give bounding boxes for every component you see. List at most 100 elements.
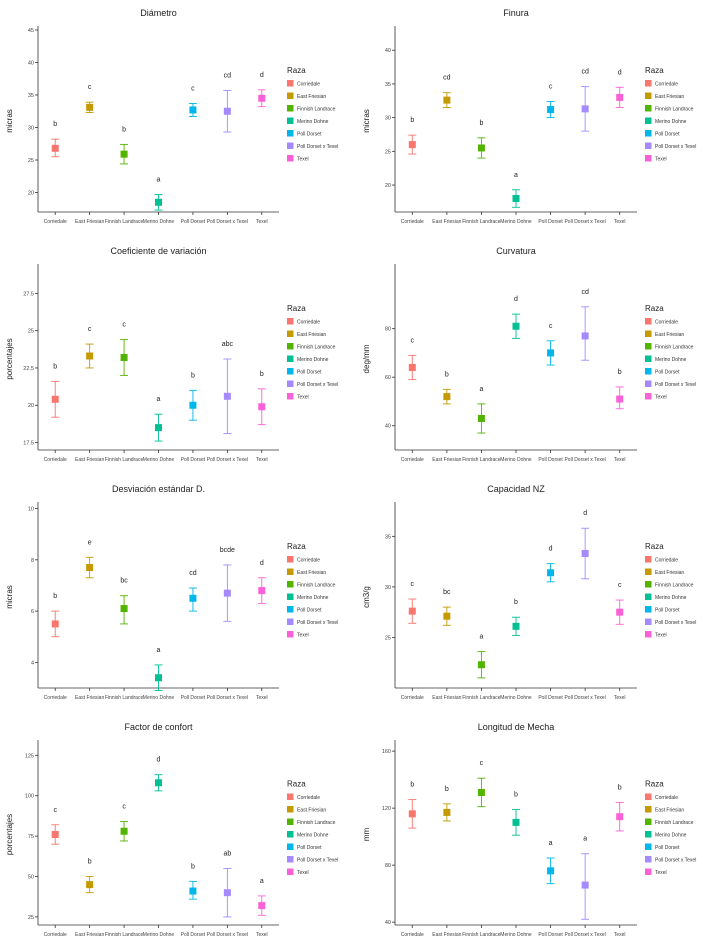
- mean-point: [581, 881, 589, 889]
- significance-letter: a: [479, 634, 483, 641]
- x-tick-label: Merino Dohne: [143, 932, 175, 938]
- y-tick-label: 35: [385, 82, 391, 88]
- legend-swatch: [645, 368, 652, 375]
- x-tick-label: Poll Dorset: [181, 457, 206, 463]
- legend-swatch: [645, 105, 652, 112]
- x-tick-label: Texel: [614, 457, 626, 463]
- y-axis-label: micras: [5, 109, 14, 133]
- x-tick-label: Poll Dorset x Texel: [564, 695, 605, 701]
- mean-point: [51, 144, 59, 152]
- significance-letter: b: [410, 782, 414, 789]
- legend-label: Merino Dohne: [655, 833, 687, 839]
- significance-letter: b: [445, 371, 449, 378]
- y-axis-label: porcentajes: [5, 814, 14, 855]
- legend-label: Poll Dorset x Texel: [655, 144, 696, 150]
- legend-label: Texel: [297, 395, 309, 401]
- legend-label: Poll Dorset: [655, 608, 680, 614]
- chart-title: Desviación estándar D.: [112, 484, 205, 494]
- y-tick-label: 35: [385, 534, 391, 540]
- legend-swatch: [287, 318, 294, 325]
- x-tick-label: Corriedale: [44, 457, 67, 463]
- legend-swatch: [645, 631, 652, 638]
- legend-title: Raza: [645, 304, 664, 313]
- legend-label: Corriedale: [655, 320, 678, 326]
- legend-label: Merino Dohne: [297, 595, 329, 601]
- legend-title: Raza: [645, 542, 664, 551]
- mean-point: [51, 395, 59, 403]
- legend-swatch: [645, 818, 652, 825]
- significance-letter: b: [122, 126, 126, 133]
- y-tick-label: 40: [28, 61, 34, 67]
- legend-label: Corriedale: [655, 82, 678, 88]
- x-tick-label: Corriedale: [44, 219, 67, 225]
- x-tick-label: Poll Dorset: [538, 219, 563, 225]
- x-tick-label: Merino Dohne: [500, 695, 532, 701]
- mean-point: [443, 96, 451, 104]
- x-tick-label: Texel: [614, 932, 626, 938]
- significance-letter: d: [549, 546, 553, 553]
- significance-letter: bc: [443, 589, 451, 596]
- y-tick-label: 60: [385, 375, 391, 381]
- legend-label: Texel: [297, 157, 309, 163]
- legend-label: East Friesian: [297, 808, 326, 814]
- mean-point: [477, 661, 485, 669]
- legend-swatch: [645, 581, 652, 588]
- significance-letter: cd: [581, 289, 589, 296]
- mean-point: [258, 94, 266, 102]
- y-tick-label: 20: [28, 403, 34, 409]
- x-tick-label: Merino Dohne: [143, 695, 175, 701]
- legend-swatch: [287, 130, 294, 137]
- x-tick-label: Poll Dorset x Texel: [564, 932, 605, 938]
- legend-title: Raza: [645, 66, 664, 75]
- y-tick-label: 75: [28, 834, 34, 840]
- y-tick-label: 22.5: [23, 366, 34, 372]
- legend-swatch: [287, 856, 294, 863]
- legend-swatch: [645, 330, 652, 337]
- significance-letter: b: [191, 372, 195, 379]
- legend-swatch: [645, 142, 652, 149]
- legend-label: Merino Dohne: [655, 357, 687, 363]
- legend-title: Raza: [287, 66, 306, 75]
- y-tick-label: 10: [28, 507, 34, 513]
- significance-letter: ab: [223, 850, 231, 857]
- mean-point: [616, 395, 624, 403]
- significance-letter: abc: [222, 341, 234, 348]
- legend-swatch: [287, 155, 294, 162]
- x-tick-label: Poll Dorset x Texel: [207, 695, 248, 701]
- y-axis-label: mm: [362, 828, 371, 842]
- legend-label: Finnish Landrace: [655, 583, 694, 589]
- mean-point: [189, 106, 197, 114]
- chart-title: Diámetro: [140, 8, 177, 18]
- x-tick-label: Texel: [614, 219, 626, 225]
- significance-letter: c: [480, 760, 484, 767]
- mean-point: [258, 902, 266, 910]
- significance-letter: a: [260, 878, 264, 885]
- mean-point: [189, 887, 197, 895]
- legend-swatch: [645, 155, 652, 162]
- legend-label: East Friesian: [297, 570, 326, 576]
- significance-letter: bcde: [220, 547, 235, 554]
- significance-letter: c: [411, 581, 415, 588]
- mean-point: [547, 349, 555, 357]
- legend-swatch: [645, 856, 652, 863]
- y-tick-label: 6: [31, 609, 34, 615]
- legend-swatch: [645, 393, 652, 400]
- legend-label: Poll Dorset x Texel: [655, 382, 696, 388]
- x-tick-label: Corriedale: [401, 932, 424, 938]
- y-axis-label: micras: [362, 109, 371, 133]
- mean-point: [223, 107, 231, 115]
- x-tick-label: Merino Dohne: [500, 219, 532, 225]
- legend-swatch: [287, 631, 294, 638]
- significance-letter: bc: [120, 578, 128, 585]
- legend-label: Finnish Landrace: [297, 820, 336, 826]
- legend-label: Finnish Landrace: [655, 820, 694, 826]
- mean-point: [86, 564, 94, 572]
- mean-point: [408, 607, 416, 615]
- mean-point: [223, 589, 231, 597]
- x-tick-label: Corriedale: [44, 932, 67, 938]
- significance-letter: c: [53, 807, 57, 814]
- significance-letter: c: [88, 326, 92, 333]
- y-tick-label: 120: [382, 806, 391, 812]
- mean-point: [512, 322, 520, 330]
- y-tick-label: 40: [385, 920, 391, 926]
